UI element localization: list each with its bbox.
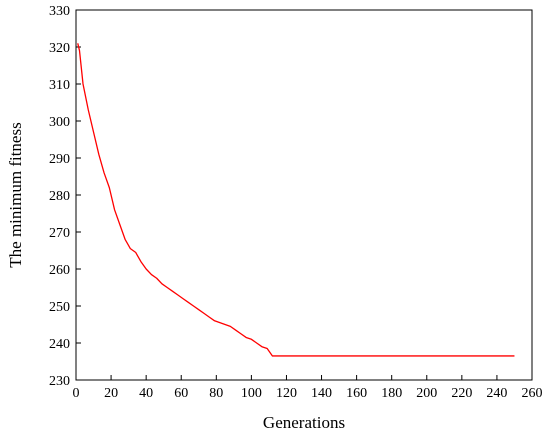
x-tick-label: 120 (276, 386, 297, 401)
x-tick-label: 200 (416, 386, 437, 401)
x-axis-ticks: 0 20 40 60 80 100 120 140 160 180 200 220 240 260 (73, 375, 543, 401)
y-axis-ticks: 230 240 250 260 270 280 290 300 310 320 330 (49, 4, 81, 389)
x-tick-label: 80 (209, 386, 223, 401)
y-tick-label: 290 (49, 152, 70, 167)
x-tick-label: 260 (522, 386, 543, 401)
x-tick-label: 160 (346, 386, 367, 401)
x-tick-label: 220 (451, 386, 472, 401)
y-tick-label: 330 (49, 4, 70, 19)
plot-frame (75, 9, 533, 381)
x-tick-label: 140 (311, 386, 332, 401)
x-tick-label: 60 (174, 386, 188, 401)
y-axis-title: The minimum fitness (6, 122, 25, 267)
x-tick-label: 100 (241, 386, 262, 401)
y-tick-label: 250 (49, 300, 70, 315)
x-axis-title: Generations (263, 413, 345, 432)
x-tick-label: 0 (73, 386, 80, 401)
y-tick-label: 310 (49, 78, 70, 93)
y-tick-label: 260 (49, 263, 70, 278)
x-tick-label: 40 (139, 386, 153, 401)
y-tick-label: 230 (49, 374, 70, 389)
x-tick-label: 20 (104, 386, 118, 401)
x-tick-label: 240 (486, 386, 507, 401)
y-tick-label: 300 (49, 115, 70, 130)
x-tick-label: 180 (381, 386, 402, 401)
series-line (77, 43, 515, 357)
y-tick-label: 240 (49, 337, 70, 352)
y-tick-label: 270 (49, 226, 70, 241)
y-tick-label: 320 (49, 41, 70, 56)
y-tick-label: 280 (49, 189, 70, 204)
series-layer (77, 43, 515, 357)
